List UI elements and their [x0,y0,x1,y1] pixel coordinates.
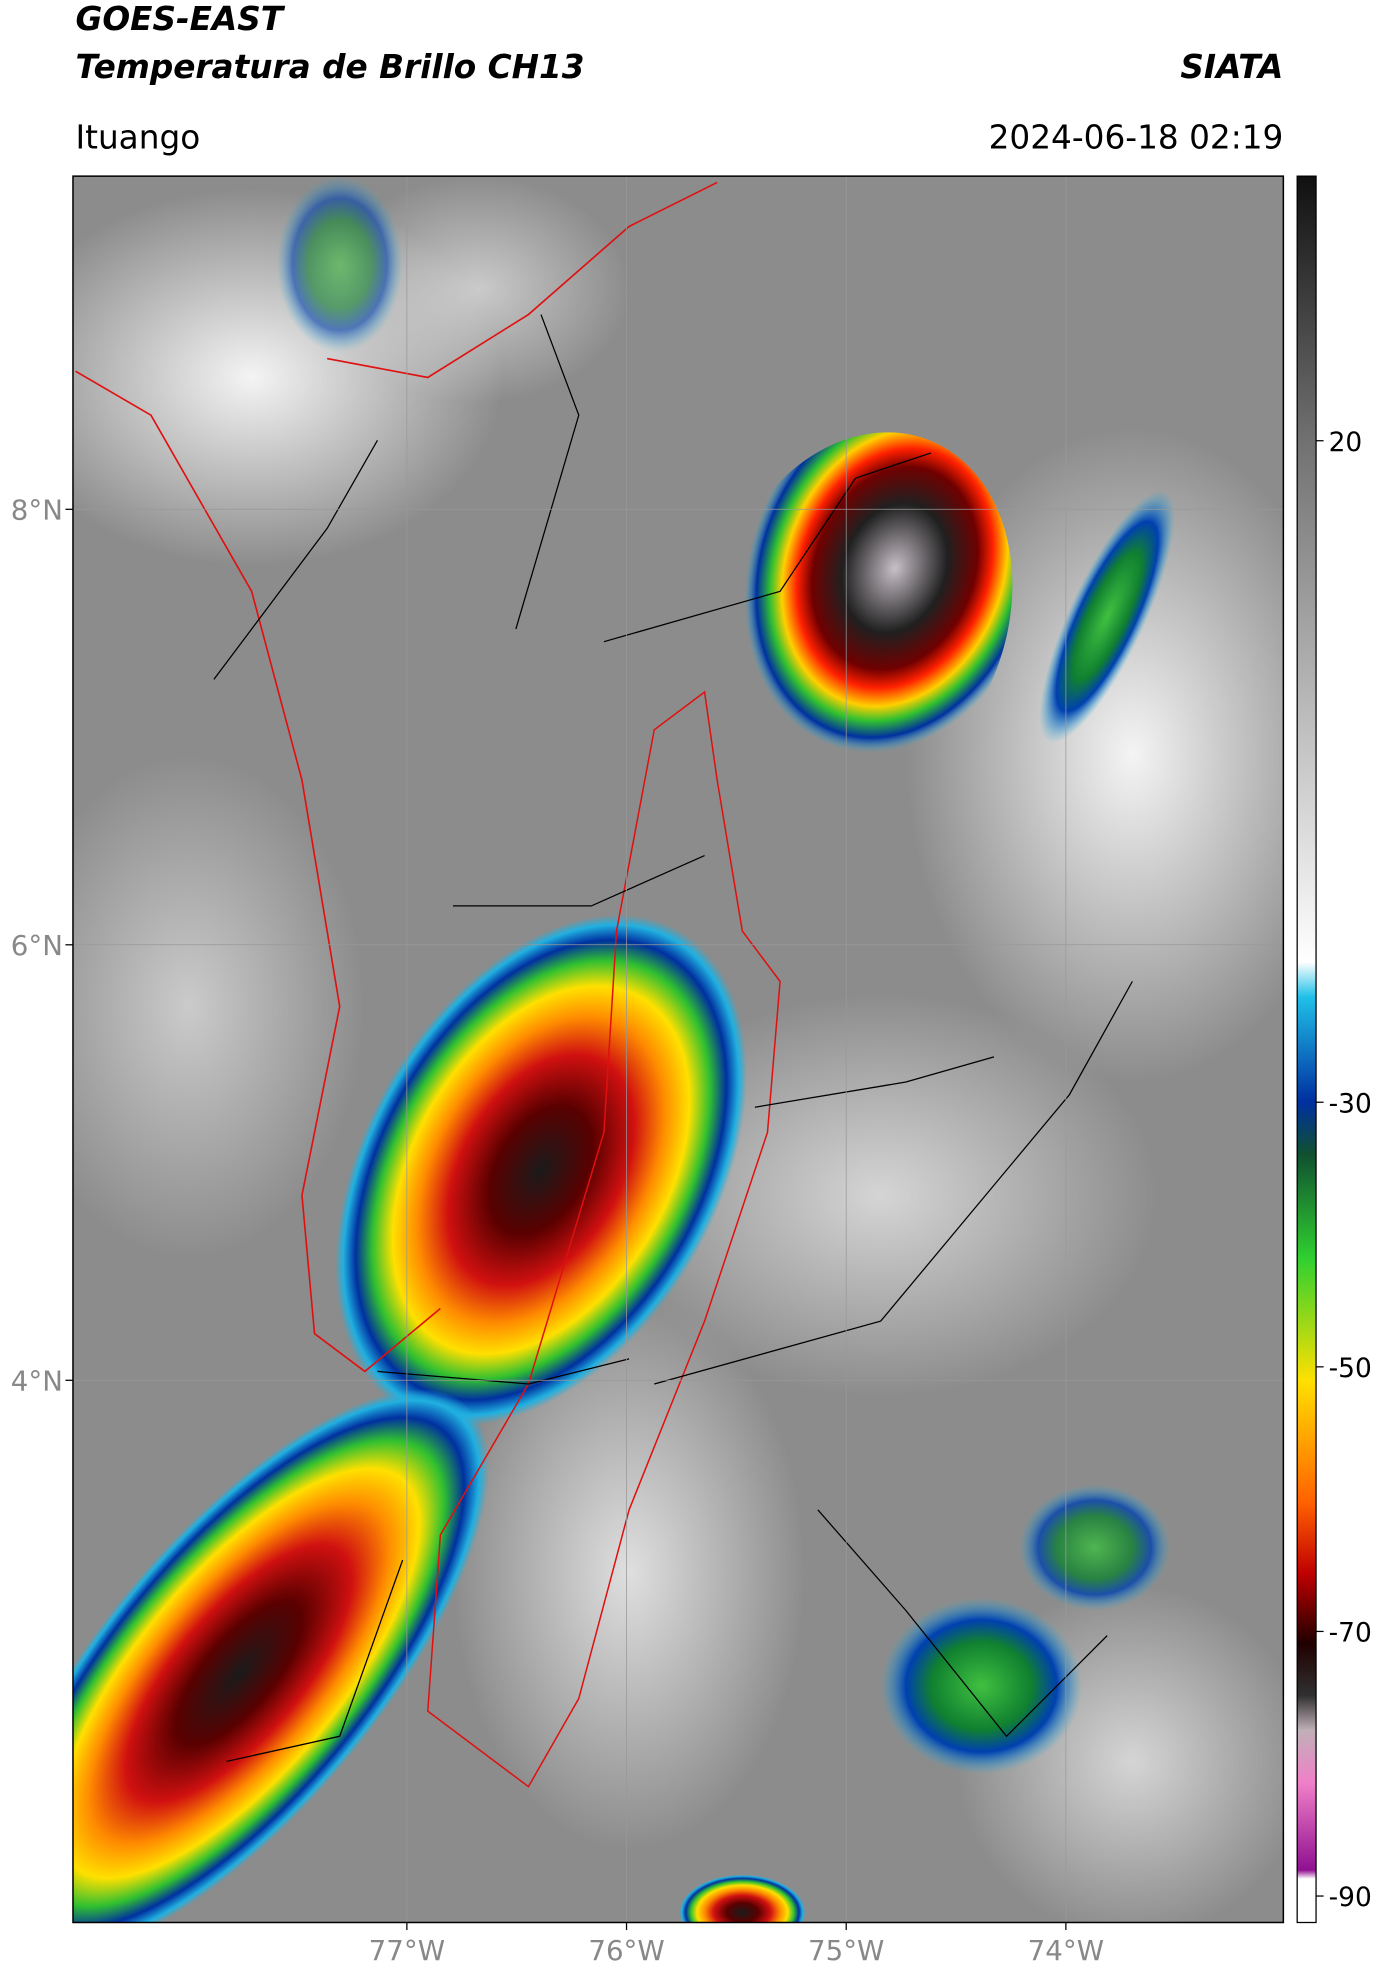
title-line1: GOES-EAST [75,0,285,38]
colorbar-tick-label: 20 [1329,427,1363,458]
agency: SIATA [1180,48,1283,86]
x-tick-label: 77°W [369,1934,445,1967]
colorbar-ticks: 20 -30 -50 -70 -90 [1316,427,1372,1913]
colorbar-tick-label: -90 [1329,1882,1372,1913]
colorbar-tick-label: -50 [1329,1353,1372,1384]
colorbar-tick-label: -30 [1329,1088,1372,1119]
x-tick-label: 75°W [808,1934,884,1967]
colorbar [1296,175,1317,1924]
location: Ituango [75,118,200,156]
x-tick-label: 74°W [1028,1934,1104,1967]
graticule: 77°W 76°W 75°W 74°W 8°N 6°N 4°N [11,176,1284,1967]
colorbar-tick-label: -70 [1329,1618,1372,1649]
datetime: 2024-06-18 02:19 [989,118,1284,156]
map-frame [72,175,1285,1924]
map-image [72,176,1284,1923]
y-tick-label: 8°N [11,493,63,526]
title-line2: Temperatura de Brillo CH13 [75,48,584,86]
x-tick-label: 76°W [588,1934,664,1967]
y-tick-label: 4°N [11,1364,63,1397]
y-tick-label: 6°N [11,929,63,962]
